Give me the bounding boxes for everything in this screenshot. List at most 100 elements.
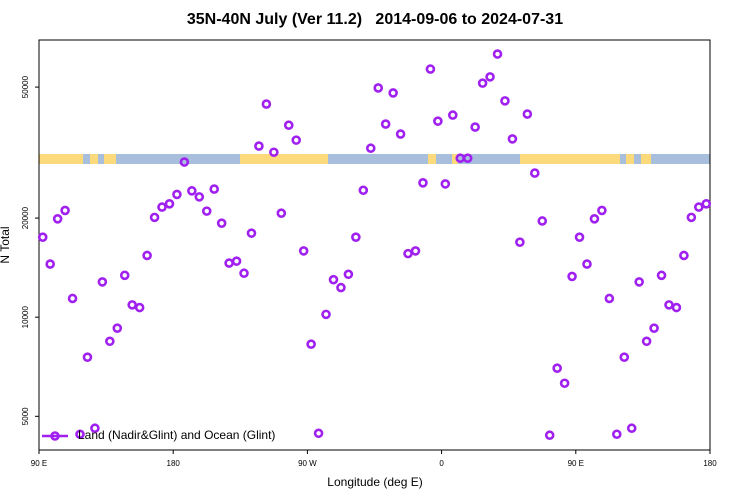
x-tick-label: 90 W [298, 459, 317, 468]
data-point [283, 120, 294, 130]
data-point [37, 232, 48, 242]
data-point [679, 250, 689, 261]
data-point [395, 129, 406, 139]
data-point [567, 271, 577, 282]
data-point [433, 116, 443, 126]
data-point [298, 246, 309, 256]
legend-marker [50, 431, 60, 441]
data-point [641, 336, 652, 347]
data-point [619, 352, 630, 362]
data-point [328, 274, 339, 285]
data-point [410, 246, 421, 256]
data-point [485, 72, 495, 82]
land-band [626, 154, 634, 164]
data-point [112, 323, 123, 333]
y-tick-label: 20000 [21, 206, 30, 229]
data-point [447, 110, 458, 120]
data-point [216, 218, 227, 228]
data-point [67, 293, 78, 304]
data-point [388, 88, 398, 98]
data-point [231, 256, 242, 266]
data-point [612, 429, 622, 440]
x-tick-label: 180 [167, 459, 181, 468]
data-point [529, 168, 540, 178]
land-band [39, 154, 83, 164]
data-point [694, 202, 704, 212]
y-axis-label: N Total [0, 226, 12, 263]
x-tick-label: 90 E [568, 459, 584, 468]
data-point [261, 99, 272, 109]
data-point [105, 336, 115, 347]
data-point [343, 269, 354, 280]
data-point [187, 186, 197, 196]
data-point [462, 153, 473, 164]
data-point [306, 339, 316, 349]
data-point [425, 64, 436, 74]
land-band [240, 154, 328, 164]
y-tick-label: 10000 [21, 306, 30, 329]
data-point [209, 184, 220, 194]
land-band [520, 154, 620, 164]
data-point [157, 202, 167, 212]
data-point [239, 268, 249, 279]
x-tick-label: 90 E [31, 459, 47, 468]
data-point [664, 300, 674, 310]
data-point [90, 423, 100, 434]
legend-label: Land (Nadir&Glint) and Ocean (Glint) [78, 428, 275, 442]
data-point [119, 270, 130, 281]
data-point [671, 302, 682, 313]
data-point [552, 363, 562, 373]
data-point [194, 192, 205, 202]
ocean-band [39, 154, 710, 164]
data-point [634, 277, 644, 287]
data-point [626, 423, 637, 434]
x-axis-label: Longitude (deg E) [327, 475, 422, 489]
data-point [522, 109, 533, 119]
data-point [649, 323, 659, 333]
land-band [428, 154, 436, 164]
data-point [477, 78, 488, 88]
chart-title: 35N-40N July (Ver 11.2) 2014-09-06 to 20… [187, 11, 563, 28]
land-ocean-strip [39, 154, 710, 164]
data-point [701, 199, 712, 209]
data-point [82, 352, 93, 362]
data-point [127, 300, 137, 310]
data-point [246, 228, 257, 238]
data-point [582, 259, 592, 269]
data-point [604, 293, 615, 304]
data-point [45, 259, 55, 269]
data-point [52, 214, 63, 224]
data-point [276, 208, 287, 218]
y-tick-label: 5000 [21, 407, 30, 425]
y-tick-label: 50000 [21, 75, 30, 98]
data-point [60, 205, 70, 216]
data-point [597, 205, 607, 216]
data-point [75, 429, 85, 440]
data-point [351, 232, 361, 242]
x-tick-label: 0 [439, 459, 444, 468]
data-point [179, 157, 190, 167]
data-point [358, 185, 369, 196]
land-band [104, 154, 116, 164]
plot-frame [38, 39, 711, 451]
data-point [686, 212, 697, 223]
data-point [142, 250, 152, 261]
data-point [201, 206, 212, 216]
data-point [172, 189, 182, 200]
data-point [574, 232, 585, 242]
data-point [336, 282, 346, 293]
land-band [641, 154, 651, 164]
data-point [656, 270, 667, 281]
data-point [134, 302, 145, 313]
data-point [492, 49, 503, 59]
data-point [515, 237, 525, 247]
data-point [313, 428, 324, 439]
data-point [537, 216, 548, 226]
data-point [470, 122, 480, 132]
data-point [321, 309, 331, 320]
data-point [589, 214, 600, 224]
data-point [224, 258, 234, 268]
data-point [403, 248, 413, 259]
data-point [149, 212, 160, 223]
